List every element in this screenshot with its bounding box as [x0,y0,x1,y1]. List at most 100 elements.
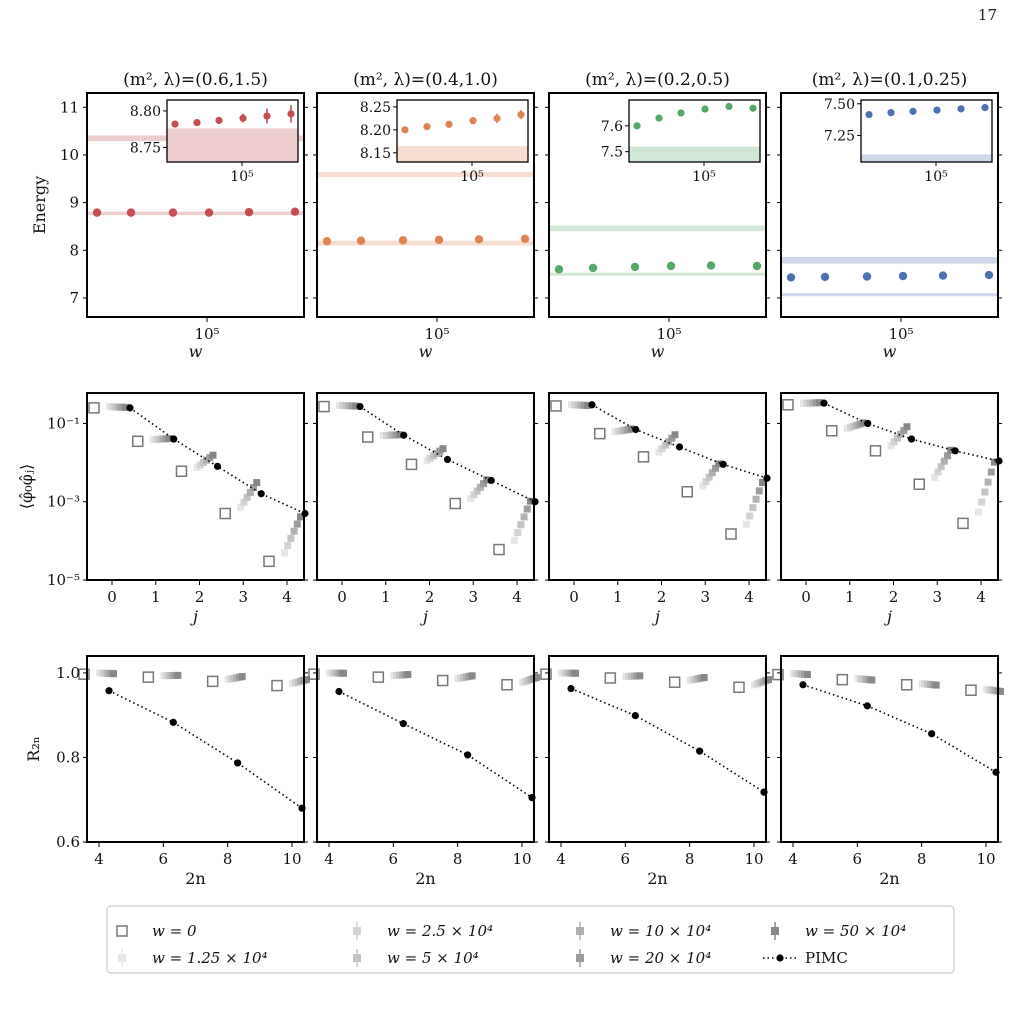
w-marker [297,513,304,521]
w0-marker [772,668,784,681]
open-square-icon [116,925,128,937]
pimc-point [799,681,807,689]
energy-point [706,261,716,270]
energy-point [398,236,408,245]
pimc-point [400,431,408,439]
inset-bg [167,100,298,162]
pimc-point [487,476,495,485]
x-axis-label: 2n [415,869,435,888]
energy-point [126,208,136,217]
x-tick-label: 8 [223,850,233,868]
w-marker [712,464,720,472]
square-icon [576,927,584,935]
inset-band [397,145,528,162]
energy-point [588,263,598,273]
inset-point [517,111,525,119]
w-marker [997,687,1004,695]
inset-y-tick-label: 7.50 [824,97,855,113]
inset-point [445,120,453,128]
x-tick-label: 8 [917,850,927,868]
w-marker [253,479,261,487]
legend-label: w = 2.5 × 10⁴ [387,922,493,940]
x-tick-label: 2 [889,588,899,606]
w-marker [238,673,246,681]
x-tick-label: 8 [685,850,695,868]
inset-frame [166,99,299,163]
pimc-point [696,747,704,755]
pimc-point [170,435,178,443]
x-tick-label: 4 [556,850,566,868]
w-marker [404,671,412,679]
x-tick-label: 10 [976,850,995,868]
legend-entry: w = 1.25 × 10⁴ [118,949,268,967]
inset-point [725,102,733,111]
panel-title: (m², λ)=(0.4,1.0) [353,70,498,90]
w0-marker [405,458,418,471]
inset-point [701,105,709,113]
legend-label: PIMC [805,949,848,967]
w-marker [903,423,911,431]
panel-title: (m², λ)=(0.1,0.25) [812,70,968,90]
w-marker [572,669,579,677]
w-marker [237,503,245,511]
ratio-panel-2: 4 6 8 10 2n [540,655,772,888]
inset-point [981,103,989,112]
w-marker [708,469,716,477]
w0-marker [493,543,505,556]
inset-point [909,107,917,115]
energy-point [752,261,762,271]
y-tick-label: 10⁻¹ [47,414,80,432]
w-marker [975,508,982,516]
x-tick-label: 3 [932,588,942,606]
w-marker [743,520,750,528]
x-axis-label: w [189,342,203,361]
w0-marker [271,679,283,692]
pimc-point [631,712,639,720]
y-tick-label: 7 [69,289,79,307]
w-marker [715,460,723,468]
x-tick-label: 10⁵ [194,325,219,343]
inset-bg [397,100,528,162]
inset-point [193,119,201,127]
w-marker [749,504,757,512]
w-marker [287,534,295,542]
pimc-line [823,402,1000,462]
w0-marker [900,678,913,691]
x-tick-label: 4 [744,588,754,606]
w0-marker [142,671,155,683]
inset-band [167,128,298,162]
energy-point [168,208,178,217]
energy-band [781,256,998,264]
w0-marker [362,431,374,443]
x-tick-label: 10 [282,850,301,868]
w-marker [165,435,173,443]
inset-point [633,122,641,130]
x-tick-label: 6 [853,850,863,868]
legend-label: w = 1.25 × 10⁴ [152,949,268,967]
w0-marker [594,427,606,440]
y-tick-label: 11 [60,98,79,116]
w-marker [352,402,359,410]
x-axis-label: j [884,607,892,626]
x-tick-label: 4 [324,850,334,868]
w-marker [395,431,403,439]
energy-band [549,272,766,276]
w-marker [887,442,895,450]
w-marker [533,673,540,681]
energy-point [434,235,444,244]
inset-plot: 7.5 7.6 10⁵ [601,99,761,185]
x-tick-label: 6 [159,850,169,868]
energy-point [786,273,796,282]
w-marker [240,498,248,506]
inset-point [401,126,409,134]
legend-label: w = 20 × 10⁴ [610,949,711,967]
ratio-panel-0: 4 6 8 10 0.6 0.8 1.0 2n R₂ₙ [24,655,310,888]
w-marker [931,473,939,481]
legend-entry: w = 0 [116,922,197,940]
pimc-point [567,684,575,693]
w-marker [584,401,591,409]
y-tick-label: 0.8 [56,748,80,766]
energy-point [244,207,254,217]
